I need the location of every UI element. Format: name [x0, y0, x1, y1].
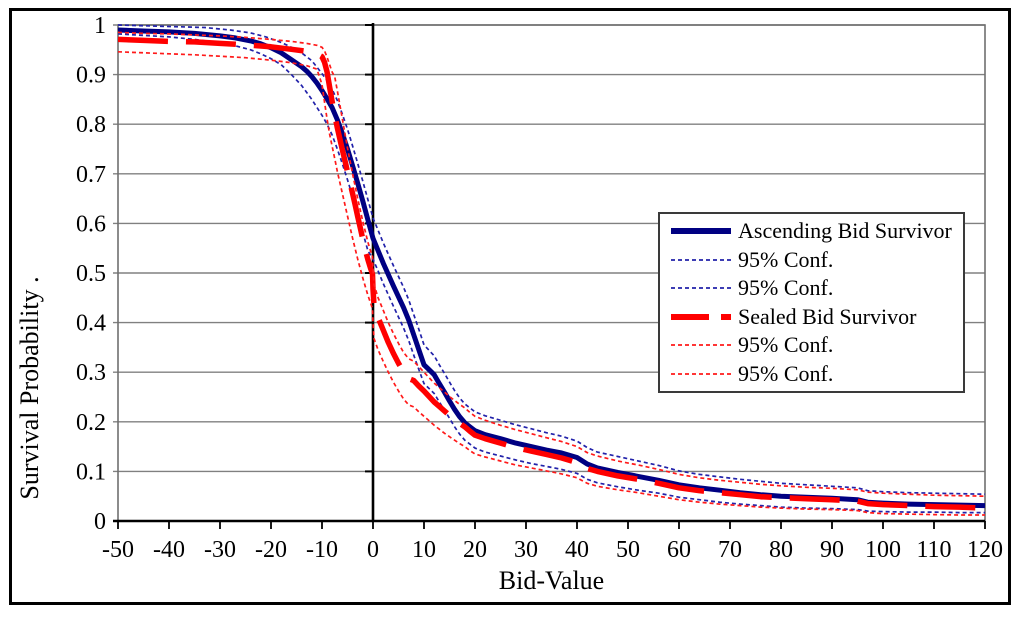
legend-label: Ascending Bid Survivor: [738, 218, 952, 244]
x-tick-label: -40: [153, 537, 185, 563]
x-tick-label: 30: [514, 537, 538, 563]
x-tick-label: 0: [367, 537, 379, 563]
ascending-ci-upper-line-sample: [671, 258, 731, 261]
legend-label: Sealed Bid Survivor: [738, 303, 917, 329]
y-tick-label: 0: [94, 509, 106, 535]
sealed-ci-upper-line-sample: [671, 344, 731, 347]
x-tick-label: -30: [204, 537, 236, 563]
x-tick-label: -20: [255, 537, 287, 563]
sealed-line-sample: [671, 313, 731, 320]
ascending-line-sample: [671, 228, 731, 235]
x-tick-label: 100: [865, 537, 901, 563]
y-tick-label: 1: [94, 13, 106, 39]
y-tick-label: 0.7: [76, 162, 106, 188]
y-tick-label: 0.9: [76, 63, 106, 89]
y-tick-label: 0.1: [76, 459, 106, 485]
x-tick-label: 40: [565, 537, 589, 563]
y-tick-label: 0.2: [76, 410, 106, 436]
legend-item-ascending-ci-upper: 95% Conf.: [670, 246, 957, 274]
sealed-bid-survivor-line: [118, 36, 985, 511]
y-tick-label: 0.3: [76, 360, 106, 386]
legend-item-ascending-ci-lower: 95% Conf.: [670, 274, 957, 302]
x-tick-label: 120: [967, 537, 1003, 563]
x-tick-label: 20: [463, 537, 487, 563]
legend: Ascending Bid Survivor 95% Conf. 95% Con…: [658, 212, 965, 393]
x-tick-label: 70: [718, 537, 742, 563]
x-tick-label: 60: [667, 537, 691, 563]
ascending-ci-lower-line: [118, 33, 985, 514]
sealed-ci-lower-line: [118, 50, 985, 516]
legend-item-sealed-ci-lower: 95% Conf.: [670, 360, 957, 388]
sealed-ci-upper-line: [118, 31, 985, 498]
legend-item-sealed: Sealed Bid Survivor: [670, 303, 957, 331]
x-tick-label: 110: [916, 537, 951, 563]
y-tick-label: 0.5: [76, 261, 106, 287]
legend-label: 95% Conf.: [738, 360, 834, 386]
y-axis-title: Survival Probability .: [15, 276, 44, 500]
x-tick-label: -50: [102, 537, 134, 563]
x-tick-label: 10: [412, 537, 436, 563]
sealed-ci-lower-line-sample: [671, 372, 731, 375]
legend-label: 95% Conf.: [738, 275, 834, 301]
x-tick-label: 80: [769, 537, 793, 563]
ascending-ci-lower-line-sample: [671, 287, 731, 290]
x-axis-title: Bid-Value: [498, 566, 605, 595]
x-tick-label: 90: [820, 537, 844, 563]
figure-frame: [9, 8, 1011, 605]
ascending-bid-survivor-line: [118, 27, 985, 509]
legend-item-ascending: Ascending Bid Survivor: [670, 217, 957, 245]
y-tick-label: 0.8: [76, 112, 106, 138]
x-tick-label: 50: [616, 537, 640, 563]
y-tick-label: 0.4: [76, 311, 106, 337]
y-tick-label: 0.6: [76, 211, 106, 237]
legend-item-sealed-ci-upper: 95% Conf.: [670, 331, 957, 359]
legend-label: 95% Conf.: [738, 246, 834, 272]
legend-label: 95% Conf.: [738, 332, 834, 358]
x-tick-label: -10: [306, 537, 338, 563]
